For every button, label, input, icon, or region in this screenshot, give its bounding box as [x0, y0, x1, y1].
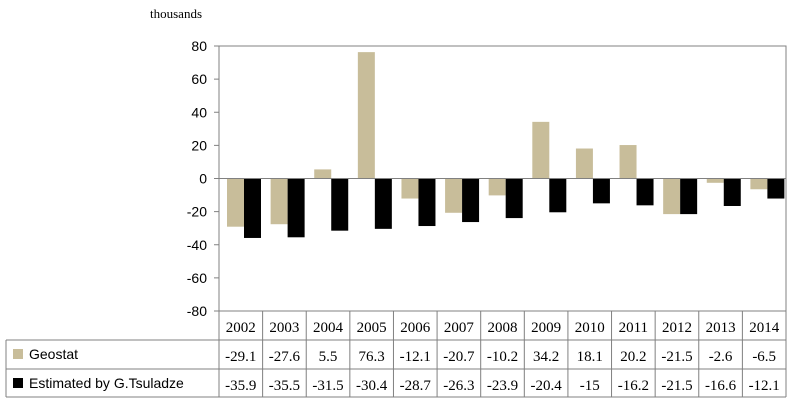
data-label-estimated-2008: -23.9: [487, 378, 518, 394]
y-tick-label: 60: [191, 71, 207, 87]
y-tick-label: -60: [187, 270, 207, 286]
bar-geostat-2005: [357, 52, 375, 179]
bar-estimated-2012: [680, 178, 698, 215]
legend-key-estimated: [13, 378, 23, 388]
data-label-geostat-2002: -29.1: [225, 349, 256, 365]
data-label-estimated-2011: -16.2: [618, 378, 649, 394]
category-label-2005: 2005: [357, 320, 387, 336]
category-label-2011: 2011: [619, 320, 648, 336]
data-label-estimated-2010: -15: [580, 378, 600, 394]
bar-geostat-2004: [314, 169, 332, 179]
bar-estimated-2004: [331, 178, 349, 231]
bar-estimated-2002: [244, 178, 261, 238]
data-label-geostat-2005: 76.3: [359, 349, 385, 365]
category-label-2012: 2012: [662, 320, 692, 336]
category-label-2013: 2013: [706, 320, 736, 336]
bar-estimated-2006: [418, 178, 436, 227]
category-label-2007: 2007: [444, 320, 475, 336]
y-tick-label: -80: [187, 303, 207, 319]
bar-estimated-2005: [374, 178, 392, 229]
bar-estimated-2014: [767, 178, 785, 199]
bar-geostat-2009: [532, 121, 550, 179]
y-tick-label: 40: [191, 104, 207, 120]
bar-estimated-2010: [592, 178, 610, 204]
data-label-geostat-2011: 20.2: [620, 349, 646, 365]
y-tick-label: 0: [199, 171, 207, 187]
category-label-2010: 2010: [575, 320, 605, 336]
bar-geostat-2003: [270, 178, 288, 225]
data-label-geostat-2009: 34.2: [533, 349, 559, 365]
category-label-2004: 2004: [313, 320, 344, 336]
bar-estimated-2009: [549, 178, 567, 213]
data-label-geostat-2007: -20.7: [443, 349, 475, 365]
y-tick-label: -40: [187, 237, 207, 253]
bar-geostat-2011: [619, 145, 637, 179]
category-label-2014: 2014: [749, 320, 780, 336]
data-label-geostat-2003: -27.6: [269, 349, 301, 365]
data-label-geostat-2014: -6.5: [752, 349, 776, 365]
bar-estimated-2013: [723, 178, 741, 206]
y-tick-label: -20: [187, 204, 207, 220]
data-label-geostat-2013: -2.6: [709, 349, 733, 365]
bar-geostat-2007: [445, 178, 463, 213]
bar-geostat-2014: [750, 178, 768, 190]
legend-label-geostat: Geostat: [29, 346, 78, 362]
category-label-2009: 2009: [531, 320, 561, 336]
category-label-2008: 2008: [488, 320, 518, 336]
data-label-estimated-2007: -26.3: [443, 378, 474, 394]
y-tick-label: 20: [191, 137, 207, 153]
data-label-geostat-2008: -10.2: [487, 349, 518, 365]
data-label-estimated-2003: -35.5: [269, 378, 300, 394]
data-label-geostat-2012: -21.5: [661, 349, 692, 365]
data-label-estimated-2002: -35.9: [225, 378, 256, 394]
bar-geostat-2002: [227, 178, 244, 227]
legend-label-estimated: Estimated by G.Tsuladze: [29, 375, 184, 391]
data-label-estimated-2012: -21.5: [661, 378, 692, 394]
legend-key-geostat: [13, 349, 23, 359]
category-label-2003: 2003: [269, 320, 299, 336]
bar-estimated-2008: [505, 178, 523, 219]
bar-geostat-2013: [706, 178, 724, 183]
data-label-geostat-2010: 18.1: [577, 349, 603, 365]
bar-geostat-2008: [488, 178, 506, 196]
category-label-2006: 2006: [400, 320, 431, 336]
y-tick-label: 80: [191, 38, 207, 54]
unit-label: thousands: [150, 6, 202, 21]
category-label-2002: 2002: [226, 320, 256, 336]
bar-geostat-2012: [663, 178, 681, 215]
data-label-estimated-2006: -28.7: [400, 378, 432, 394]
data-label-estimated-2014: -12.1: [749, 378, 780, 394]
data-label-estimated-2009: -20.4: [530, 378, 562, 394]
bar-geostat-2010: [575, 148, 593, 179]
data-label-estimated-2005: -30.4: [356, 378, 388, 394]
bar-estimated-2007: [462, 178, 480, 223]
data-label-geostat-2006: -12.1: [400, 349, 431, 365]
data-label-estimated-2004: -31.5: [312, 378, 343, 394]
data-label-geostat-2004: 5.5: [319, 349, 338, 365]
bar-estimated-2011: [636, 178, 654, 206]
bar-estimated-2003: [287, 178, 305, 238]
bar-geostat-2006: [401, 178, 419, 199]
data-label-estimated-2013: -16.6: [705, 378, 737, 394]
